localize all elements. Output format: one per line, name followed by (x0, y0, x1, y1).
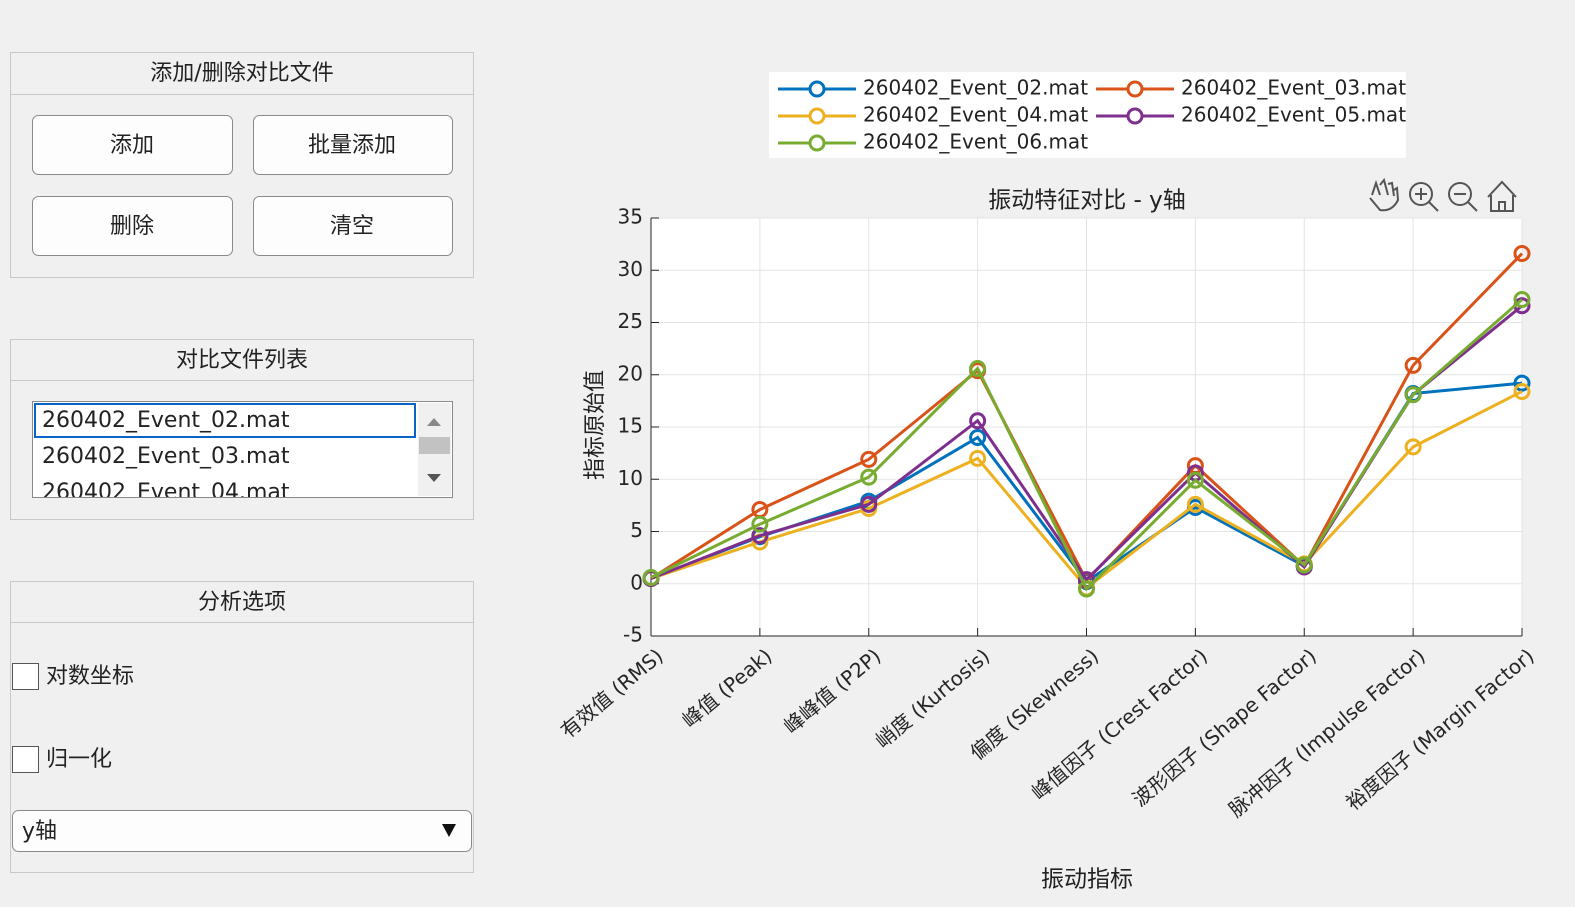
line (650, 298, 1523, 592)
y-tick-label: 5 (630, 518, 643, 542)
y-tick-label: -5 (623, 623, 643, 647)
legend-marker (808, 107, 826, 125)
button[interactable]: 添加 (32, 115, 233, 175)
button-frame[interactable] (32, 196, 233, 256)
y-axis-label: 指标原始值 (583, 370, 608, 480)
button[interactable]: 批量添加 (253, 115, 453, 175)
zoom-out-tool[interactable] (1448, 182, 1472, 206)
dropdown-value[interactable]: y轴 (22, 819, 57, 844)
list-item[interactable]: 260402_Event_04.mat (42, 480, 290, 505)
x-tick-label: 裕度因子 (Margin Factor) (1341, 644, 1539, 815)
marker (1513, 291, 1531, 309)
legend-label: 260402_Event_02.mat (863, 76, 1088, 100)
y-tick-label: 0 (630, 570, 643, 594)
scroll-down[interactable] (427, 474, 441, 482)
y-tick-label: 20 (618, 361, 643, 385)
legend-marker (808, 134, 826, 152)
panel-title: 对比文件列表 (176, 348, 308, 373)
legend-label: 260402_Event_03.mat (1181, 76, 1406, 100)
dropdown[interactable] (12, 810, 472, 852)
legend-label: 260402_Event_05.mat (1181, 103, 1406, 127)
marker (860, 450, 878, 468)
y-tick-label: 15 (618, 414, 643, 438)
marker (1513, 382, 1531, 400)
button-label[interactable]: 清空 (330, 214, 374, 239)
marker (969, 428, 987, 446)
x-tick-label: 峰值因子 (Crest Factor) (1027, 644, 1212, 805)
toolbar (1369, 177, 1517, 212)
list-selection (34, 403, 416, 438)
checkbox-label[interactable]: 对数坐标 (46, 664, 134, 689)
list-item[interactable]: 260402_Event_02.mat (42, 408, 290, 433)
marker (1078, 580, 1095, 598)
marker (1404, 386, 1422, 404)
x-tick-label: 脉冲因子 (Impulse Factor) (1224, 644, 1430, 822)
legend-marker (1126, 80, 1144, 98)
marker (751, 515, 769, 533)
button[interactable]: 清空 (253, 196, 453, 256)
zoom-out-icon[interactable] (1454, 193, 1478, 212)
x-tick-label: 峰值 (Peak) (677, 644, 776, 733)
marker (1186, 495, 1204, 513)
marker (1186, 471, 1204, 489)
marker (969, 449, 987, 467)
marker (751, 527, 769, 545)
y-tick-label: 25 (618, 309, 643, 333)
button-label[interactable]: 添加 (110, 133, 154, 158)
list-item[interactable]: 260402_Event_03.mat (42, 444, 290, 469)
marker (969, 359, 987, 377)
legend-marker (1126, 107, 1144, 125)
chart-title: 振动特征对比 - y轴 (988, 188, 1186, 214)
checkbox-label[interactable]: 归一化 (46, 747, 112, 772)
checkbox[interactable] (12, 663, 39, 690)
zoom-in-tool[interactable] (1409, 182, 1433, 206)
marker (1404, 438, 1422, 456)
button-frame[interactable] (253, 115, 453, 175)
button-label[interactable]: 删除 (110, 214, 154, 239)
x-axis-label: 振动指标 (1041, 867, 1133, 893)
legend-box (769, 72, 1406, 158)
marker (642, 568, 660, 586)
legend-label: 260402_Event_04.mat (863, 103, 1088, 127)
panel-title: 添加/删除对比文件 (150, 61, 333, 86)
checkbox[interactable] (12, 746, 39, 773)
marker (1295, 556, 1313, 574)
marker (969, 412, 987, 430)
marker (860, 495, 878, 513)
dropdown-arrow[interactable] (442, 824, 456, 837)
scroll-thumb[interactable] (419, 437, 450, 454)
x-tick-label: 波形因子 (Shape Factor) (1128, 644, 1321, 812)
button[interactable]: 删除 (32, 196, 233, 256)
button-frame[interactable] (32, 115, 233, 175)
legend-label: 260402_Event_06.mat (863, 130, 1088, 154)
marker (1404, 356, 1422, 374)
button-label[interactable]: 批量添加 (308, 133, 396, 158)
legend-marker (808, 80, 826, 98)
y-tick-label: 35 (618, 205, 643, 229)
marker (1513, 245, 1531, 263)
scroll-up[interactable] (427, 418, 441, 426)
y-tick-label: 30 (618, 257, 643, 281)
marker (1513, 374, 1531, 392)
pan-tool[interactable] (1369, 177, 1400, 212)
x-tick-label: 有效值 (RMS) (556, 644, 668, 743)
marker (860, 468, 878, 486)
y-tick-label: 10 (618, 466, 643, 490)
button-frame[interactable] (253, 196, 453, 256)
x-tick-label: 峰峰值 (P2P) (779, 644, 885, 739)
zoom-in-icon[interactable] (1415, 188, 1439, 212)
home-tool[interactable] (1487, 180, 1517, 212)
panel-title: 分析选项 (198, 590, 286, 615)
